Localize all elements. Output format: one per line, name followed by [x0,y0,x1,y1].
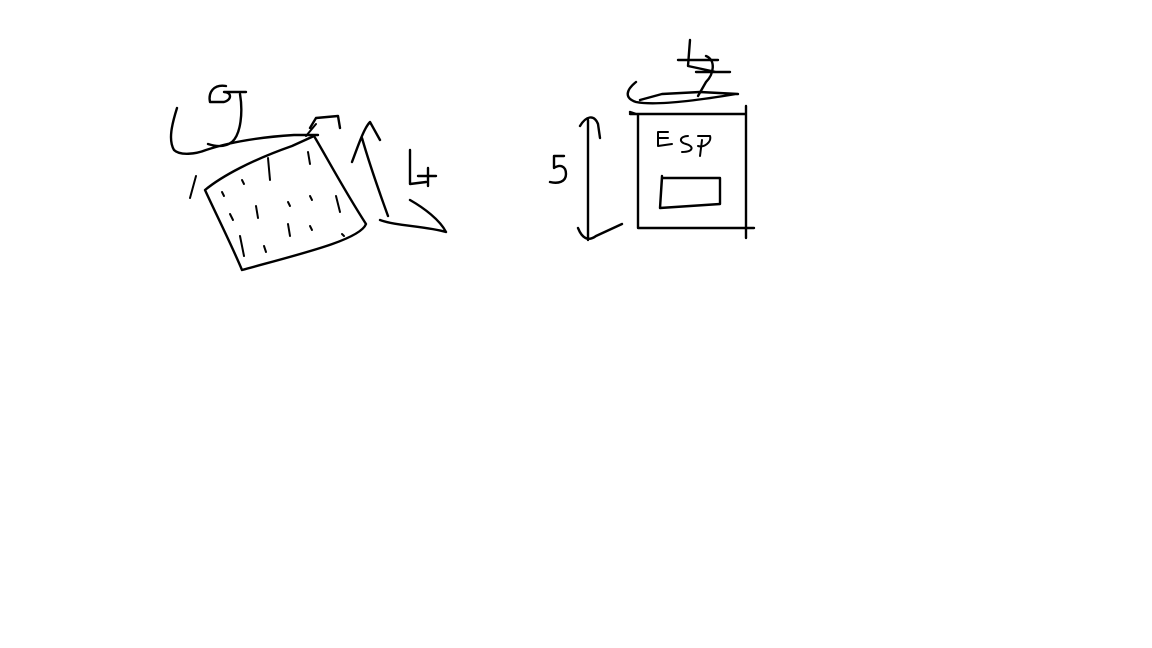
left-height-label-glyph [408,148,438,188]
panel-corner-tick [189,123,317,199]
right-figure [548,38,756,242]
esp-label: ESP [680,145,682,147]
left-height-dimension-arrow [350,120,448,234]
right-height-label: 5 [556,171,557,173]
left-height-label: 4 [418,179,419,181]
left-figure [169,84,448,272]
right-height-label-glyph [548,154,568,184]
esp-box-outline [628,104,756,240]
esp-label-glyph [657,131,712,157]
right-width-dimension-arrow [626,80,740,105]
dimension-text-layer: 6 4 4 5 ESP [226,69,701,181]
panel-grid-cells [221,151,345,257]
right-height-dimension-arrow [576,116,624,242]
left-width-label: 6 [226,97,227,99]
esp-display-rect [658,174,722,210]
left-width-dimension-arrow [169,92,342,155]
left-width-label-glyph [208,84,248,104]
right-width-label-glyph [676,38,732,98]
panel-outline [203,134,368,272]
